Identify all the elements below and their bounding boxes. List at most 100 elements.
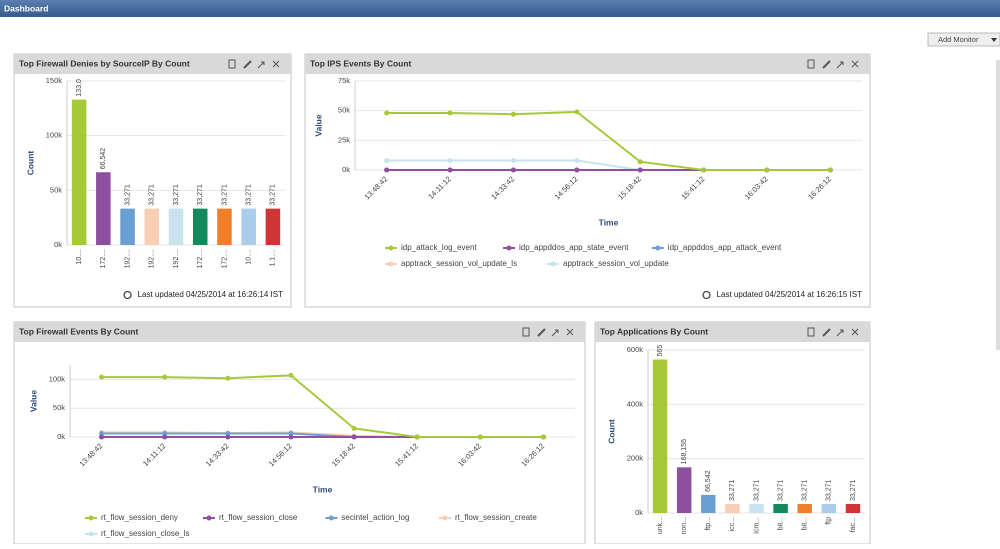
point — [827, 167, 833, 173]
edit-icon[interactable] — [243, 60, 252, 69]
x-tick-label: fac... — [850, 517, 857, 532]
y-tick-label: 400k — [627, 399, 644, 408]
bar — [821, 503, 837, 513]
value-label: 33,271 — [149, 184, 156, 206]
widget-titlebar — [14, 54, 291, 74]
widget-frame — [13, 53, 292, 308]
maximize-icon[interactable] — [551, 329, 559, 337]
point — [574, 167, 580, 173]
legend-label[interactable]: rt_flow_session_create — [455, 513, 537, 522]
y-tick-label: 25k — [338, 135, 350, 144]
x-tick-label: bit... — [802, 517, 809, 530]
export-icon[interactable] — [807, 59, 815, 69]
legend-marker[interactable] — [88, 531, 94, 537]
x-tick-label: 172.... — [221, 249, 228, 269]
maximize-icon[interactable] — [257, 61, 265, 69]
legend-label[interactable]: apptrack_session_vol_update — [563, 259, 669, 268]
legend-label[interactable]: idp_attack_log_event — [401, 243, 477, 252]
point — [99, 434, 105, 440]
refresh-icon[interactable] — [123, 290, 132, 300]
value-label: 133,0 — [76, 79, 83, 97]
x-tick-label: non... — [681, 517, 688, 535]
bar — [676, 467, 692, 513]
close-icon[interactable] — [566, 328, 574, 336]
legend-marker[interactable] — [388, 245, 394, 251]
legend-marker[interactable] — [328, 515, 334, 521]
legend-label[interactable]: rt_flow_session_close — [219, 513, 298, 522]
maximize-icon[interactable] — [836, 329, 844, 337]
legend-label[interactable]: apptrack_session_vol_update_ls — [401, 259, 517, 268]
export-icon[interactable] — [807, 327, 815, 337]
add-monitor-label[interactable]: Add Monitor — [938, 35, 979, 44]
widget-title: Top Firewall Events By Count — [19, 326, 138, 336]
value-label: 66,542 — [100, 148, 107, 170]
legend-marker[interactable] — [88, 515, 94, 521]
edit-icon[interactable] — [822, 328, 831, 337]
value-label: 565 — [657, 345, 664, 357]
maximize-icon[interactable] — [836, 61, 844, 69]
bar — [71, 99, 87, 245]
point — [288, 372, 294, 378]
legend-marker[interactable] — [506, 245, 512, 251]
point — [162, 434, 168, 440]
value-label: 33,271 — [729, 479, 736, 501]
bar — [773, 503, 788, 513]
close-icon[interactable] — [272, 60, 280, 68]
value-label: 33,271 — [173, 184, 180, 206]
widget-title: Top Applications By Count — [600, 326, 708, 336]
close-icon[interactable] — [851, 60, 859, 68]
point — [447, 158, 453, 164]
point — [351, 434, 357, 440]
value-label: 33,271 — [197, 184, 204, 206]
legend-label[interactable]: secintel_action_log — [341, 513, 409, 522]
point — [637, 167, 643, 173]
point — [574, 109, 580, 115]
point — [701, 167, 707, 173]
edit-icon[interactable] — [822, 60, 831, 69]
legend-marker[interactable] — [655, 245, 661, 251]
x-tick-label: icm... — [753, 517, 760, 534]
legend-marker[interactable] — [206, 515, 212, 521]
legend-label[interactable]: idp_appddos_app_state_event — [519, 243, 629, 252]
value-label: 33,271 — [221, 184, 228, 206]
export-icon[interactable] — [522, 327, 530, 337]
y-tick-label: 200k — [627, 454, 644, 463]
y-tick-label: 600k — [627, 345, 644, 354]
x-tick-label: 10.... — [246, 249, 253, 265]
value-label: 33,271 — [850, 479, 857, 501]
bar — [168, 208, 184, 245]
point — [162, 431, 168, 437]
refresh-icon[interactable] — [702, 290, 711, 300]
bar — [749, 503, 764, 513]
value-label: 33,271 — [124, 184, 131, 206]
y-axis-label: Value — [28, 390, 38, 412]
legend-label[interactable]: rt_flow_session_deny — [101, 513, 178, 522]
point — [637, 159, 643, 165]
value-label: 66,542 — [705, 470, 712, 492]
y-tick-label: 0k — [342, 165, 350, 174]
legend-label[interactable]: rt_flow_session_close_ls — [101, 529, 190, 538]
bar — [725, 503, 740, 513]
point — [162, 374, 168, 380]
legend-marker[interactable] — [550, 261, 556, 267]
dropdown-arrow[interactable] — [991, 38, 997, 42]
widget-title: Top Firewall Denies by SourceIP By Count — [19, 58, 190, 68]
legend-label[interactable]: idp_appddos_app_attack_event — [668, 243, 782, 252]
widget-title: Top IPS Events By Count — [310, 58, 412, 68]
edit-icon[interactable] — [537, 328, 546, 337]
point — [384, 167, 390, 173]
point — [384, 158, 390, 164]
legend-marker[interactable] — [388, 261, 394, 267]
y-tick-label: 50k — [50, 185, 62, 194]
widget-frame — [304, 53, 871, 308]
export-icon[interactable] — [228, 59, 236, 69]
y-tick-label: 100k — [46, 131, 63, 140]
y-axis-label: Count — [606, 419, 616, 444]
point — [99, 431, 105, 437]
y-tick-label: 50k — [338, 106, 350, 115]
add-monitor-button[interactable] — [927, 32, 1000, 47]
close-icon[interactable] — [851, 328, 859, 336]
legend-marker[interactable] — [442, 515, 448, 521]
y-axis-label: Value — [313, 114, 323, 136]
point — [351, 425, 357, 431]
